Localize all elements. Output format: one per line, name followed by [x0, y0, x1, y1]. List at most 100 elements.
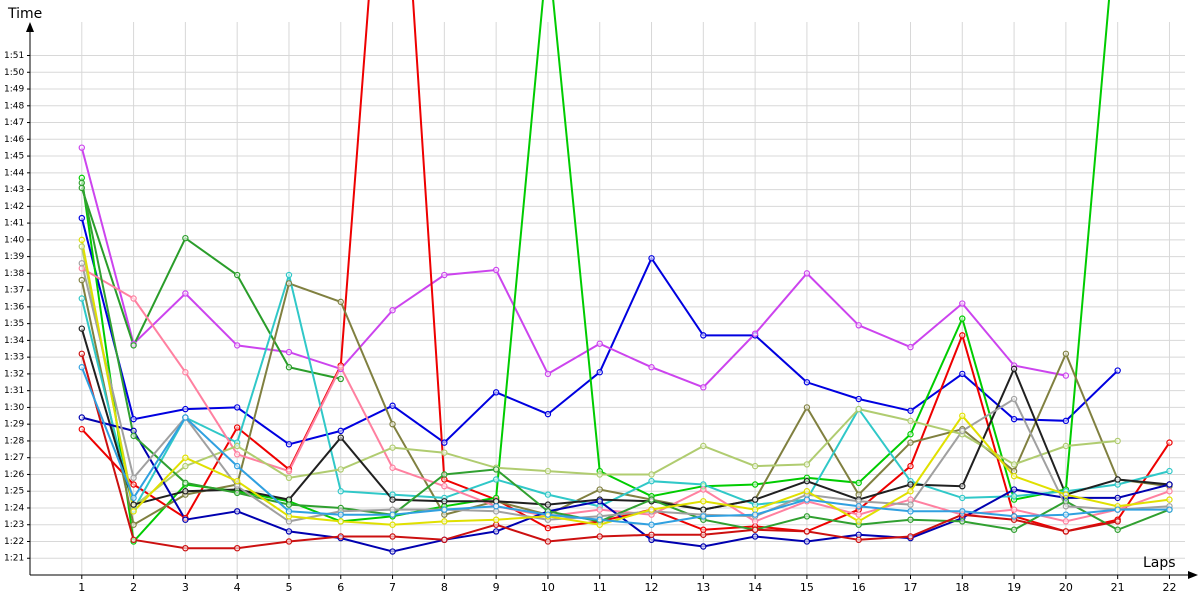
x-tick-label: 1 [78, 581, 85, 594]
data-point [233, 424, 241, 431]
data-point [78, 414, 85, 421]
data-point [78, 243, 85, 250]
data-point [285, 271, 293, 279]
x-tick-label: 4 [234, 581, 241, 594]
data-point [130, 494, 137, 502]
data-point [907, 343, 914, 351]
data-point [182, 290, 189, 297]
y-tick-label: 1:50 [4, 68, 24, 78]
data-point [78, 364, 85, 371]
data-point [803, 270, 811, 277]
data-point [700, 332, 707, 339]
y-tick-label: 1:40 [4, 235, 24, 245]
x-tick-label: 9 [493, 581, 500, 594]
data-point [1166, 481, 1173, 488]
data-point [907, 496, 914, 503]
x-tick-label: 10 [541, 581, 555, 594]
data-point [907, 417, 914, 425]
data-point [492, 389, 500, 396]
y-tick-label: 1:31 [4, 386, 24, 396]
data-point [492, 476, 500, 483]
data-point [233, 508, 241, 515]
data-point [78, 184, 85, 192]
data-point [907, 481, 914, 488]
data-point [182, 479, 189, 487]
data-point [285, 501, 293, 508]
data-point [959, 494, 966, 502]
data-point [78, 179, 85, 187]
x-tick-label: 18 [955, 581, 969, 594]
data-point [1166, 467, 1173, 475]
series-line [80, 239, 1170, 526]
data-point [130, 342, 137, 349]
data-point [285, 364, 293, 371]
y-tick-label: 1:44 [4, 168, 24, 178]
data-point [337, 488, 344, 495]
data-point [492, 508, 500, 515]
y-tick-label: 1:25 [4, 487, 24, 497]
data-point [1062, 417, 1070, 425]
data-point [337, 364, 344, 371]
data-point [441, 449, 448, 456]
data-point [751, 481, 759, 488]
data-point [1166, 506, 1173, 513]
data-point [389, 307, 396, 314]
data-point [1062, 518, 1070, 525]
data-point [959, 370, 966, 378]
data-point [78, 350, 85, 357]
data-point [78, 426, 85, 433]
data-point [855, 511, 862, 518]
data-point [130, 415, 137, 423]
data-point [130, 501, 137, 508]
data-point [1062, 528, 1070, 535]
y-axis-arrow [26, 22, 34, 32]
data-point [907, 439, 914, 446]
data-point [285, 528, 293, 535]
data-point [803, 496, 811, 503]
data-point [803, 477, 811, 485]
y-tick-label: 1:23 [4, 520, 24, 530]
data-point [544, 370, 552, 378]
data-point [1062, 372, 1070, 379]
data-point [130, 295, 137, 302]
data-point [855, 503, 862, 510]
series-line [80, 147, 1067, 389]
data-point [285, 508, 293, 515]
data-point [182, 454, 189, 461]
data-point [907, 462, 914, 470]
y-tick-label: 1:38 [4, 269, 24, 279]
data-point [389, 402, 396, 409]
y-tick-label: 1:36 [4, 302, 24, 312]
data-point [233, 462, 241, 470]
data-point [700, 531, 707, 538]
data-point [285, 538, 293, 545]
data-point [233, 544, 241, 552]
data-point [1010, 365, 1018, 373]
data-point [285, 467, 293, 475]
data-point [596, 471, 603, 478]
data-point [130, 481, 137, 488]
data-point [389, 420, 396, 428]
data-point [803, 461, 811, 468]
data-point [285, 513, 293, 520]
data-point [337, 518, 344, 525]
data-point [596, 340, 603, 347]
data-point [803, 488, 811, 495]
data-point [959, 315, 966, 322]
data-point [648, 471, 655, 478]
data-point [648, 531, 655, 538]
data-point [182, 544, 189, 552]
data-point [441, 536, 448, 544]
data-point [596, 369, 603, 376]
data-point [855, 491, 862, 498]
y-tick-label: 1:51 [4, 51, 24, 61]
y-tick-label: 1:29 [4, 420, 24, 430]
data-point [337, 375, 344, 383]
y-tick-label: 1:42 [4, 202, 24, 212]
data-point [337, 427, 344, 435]
x-tick-label: 11 [593, 581, 607, 594]
data-point [1010, 493, 1018, 500]
x-tick-label: 12 [645, 581, 659, 594]
data-point [803, 528, 811, 535]
y-tick-label: 1:33 [4, 353, 24, 363]
